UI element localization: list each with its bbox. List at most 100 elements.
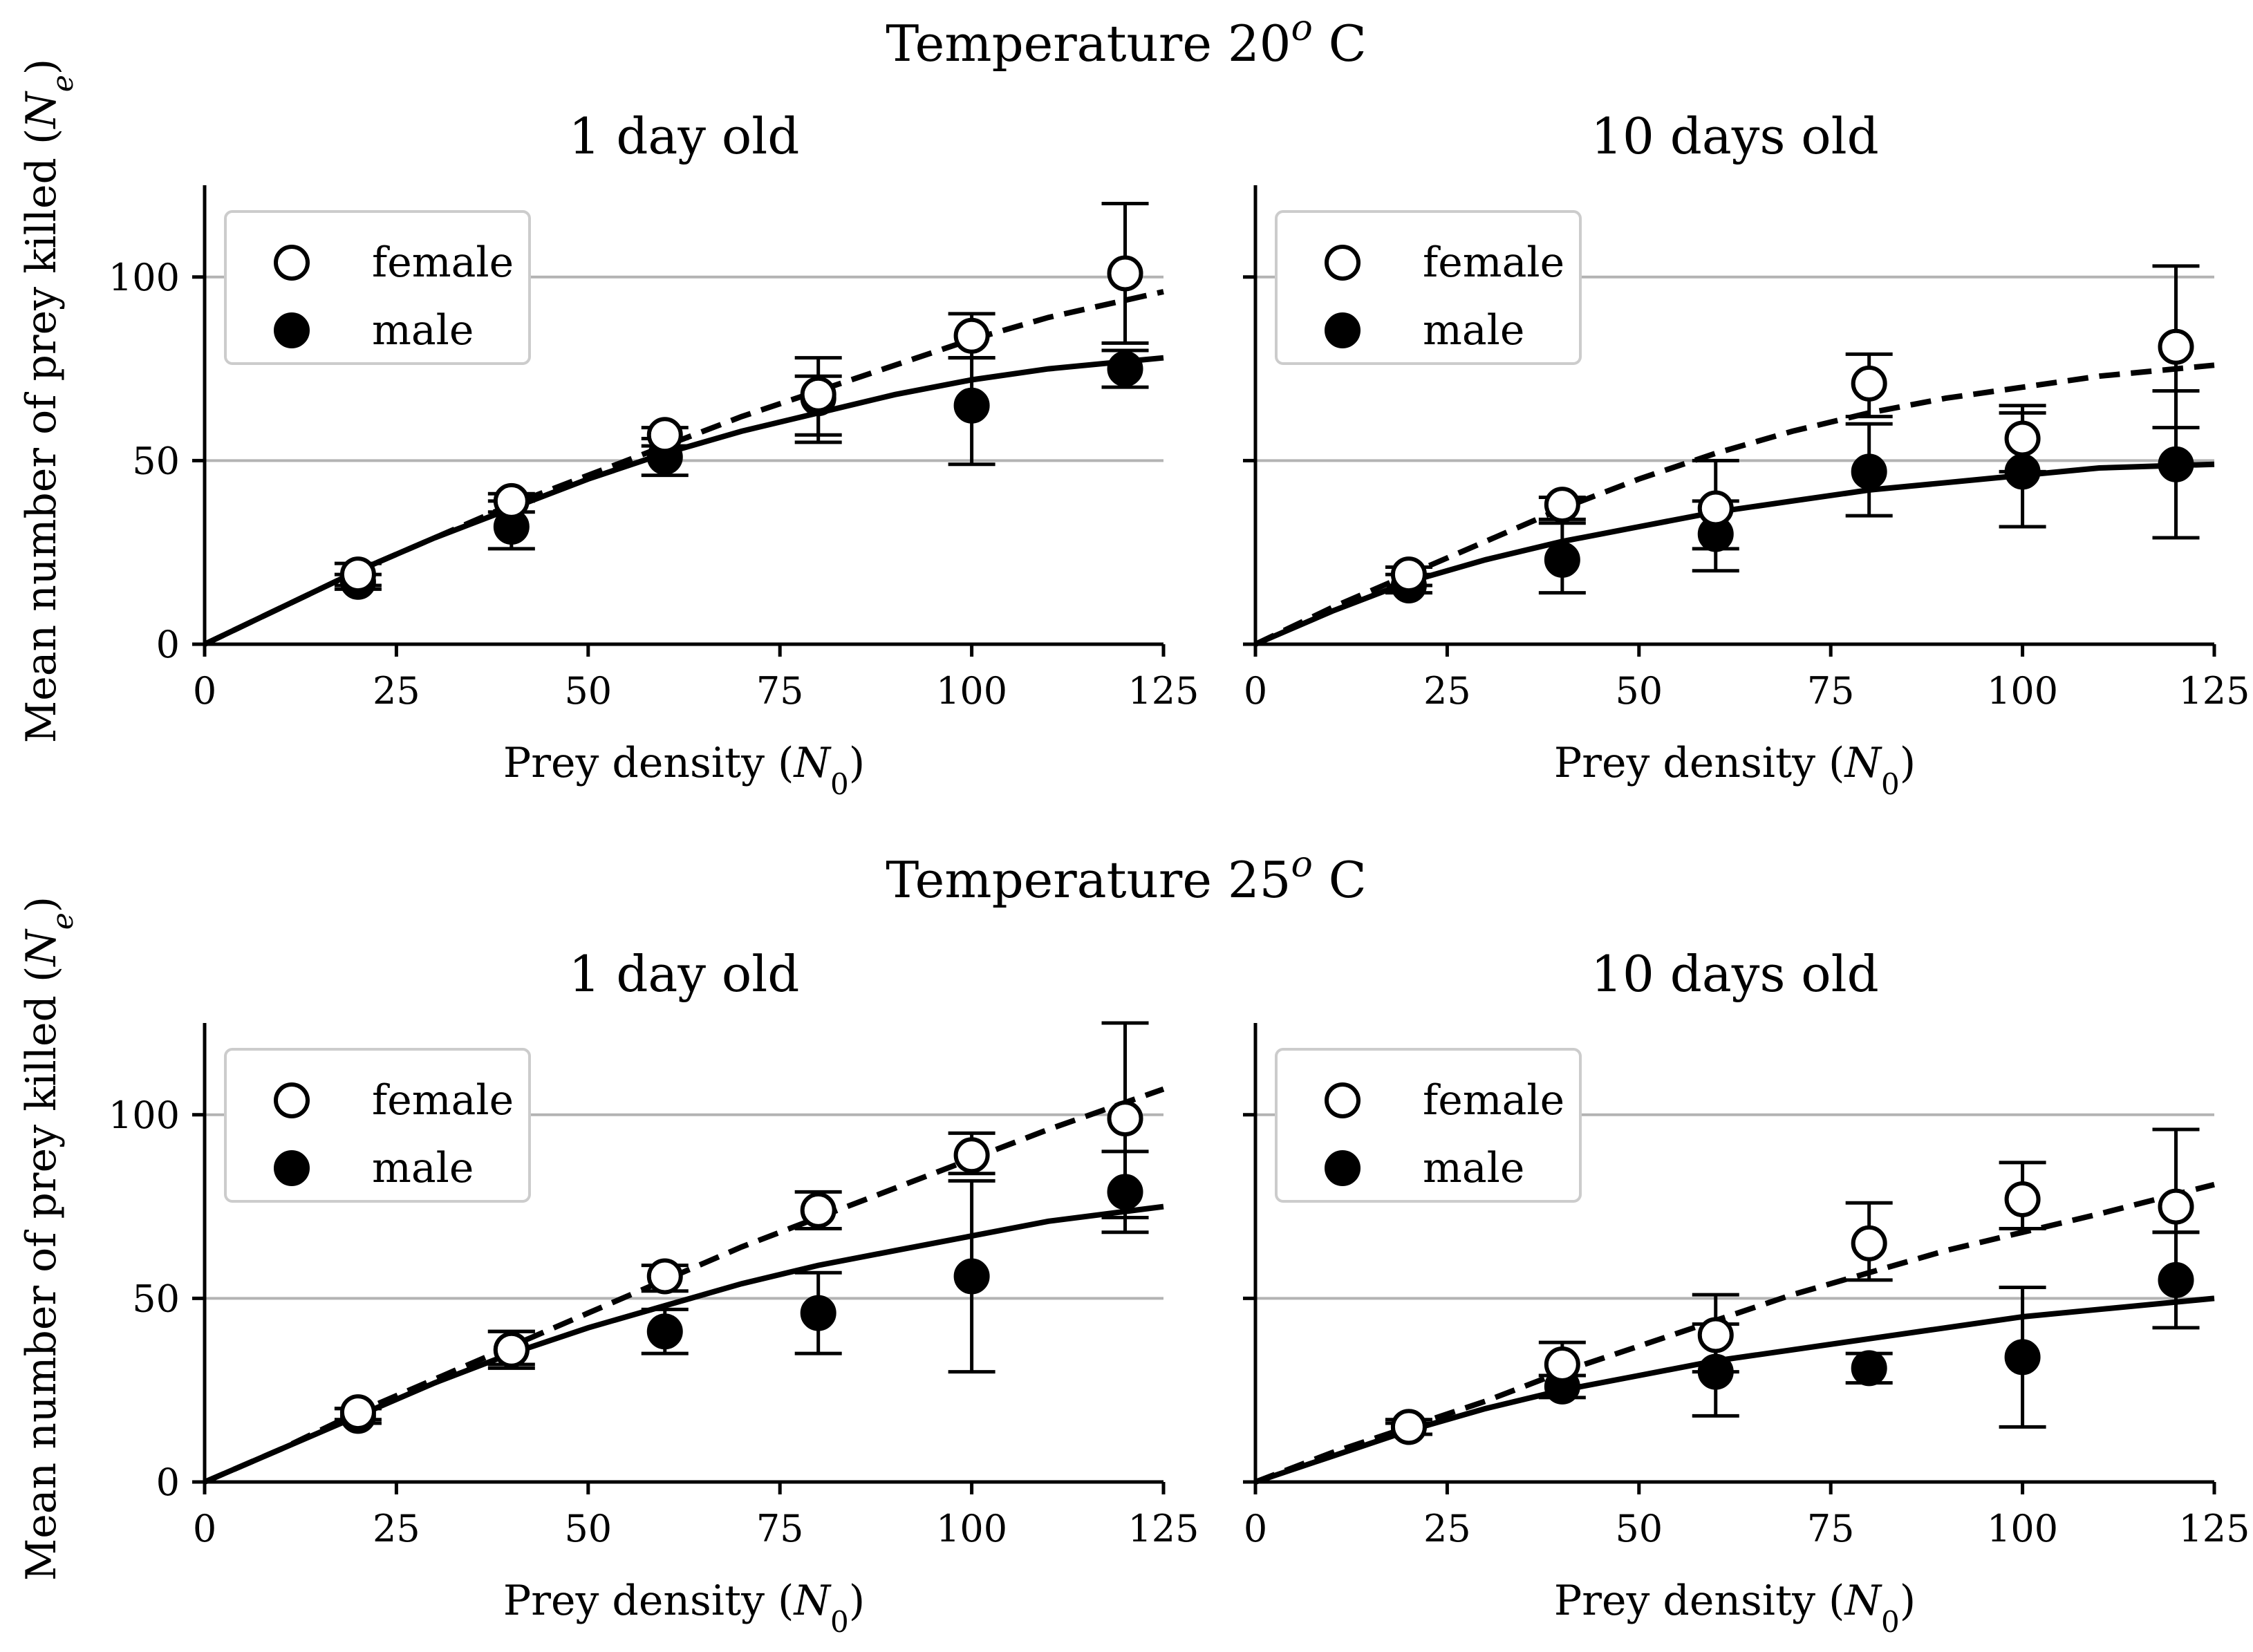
data-point-female — [646, 1258, 683, 1295]
data-point-male — [646, 1313, 683, 1350]
fit-curve-male — [203, 355, 1164, 647]
x-tick-label: 100 — [936, 669, 1007, 713]
x-axis-label-symbol: N — [792, 739, 832, 787]
x-axis-label: Prey density (N0) — [503, 739, 865, 801]
legend-marker-male — [274, 1150, 310, 1186]
x-axis-label-subscript: 0 — [830, 1605, 849, 1639]
legend-label-female: female — [372, 238, 514, 287]
x-tick-label: 25 — [373, 1507, 420, 1550]
data-point-female — [800, 1192, 836, 1228]
data-point-female — [2158, 328, 2194, 365]
x-tick-label: 25 — [1423, 669, 1471, 713]
y-axis-label: Mean number of prey killed (Ne) — [17, 59, 80, 743]
x-tick-label: 50 — [1615, 1507, 1663, 1550]
y-axis-label: Mean number of prey killed (Ne) — [17, 897, 80, 1581]
data-point-male — [2158, 1261, 2194, 1298]
x-axis-label-text: Prey density ( — [503, 739, 794, 787]
x-axis-label-symbol: N — [1843, 739, 1882, 787]
data-point-male — [953, 1258, 990, 1295]
x-tick-label: 125 — [1128, 669, 1199, 713]
data-point-female — [1390, 1409, 1427, 1445]
legend-label-male: male — [1423, 306, 1524, 355]
y-tick-label: 50 — [132, 1277, 180, 1320]
data-point-female — [1697, 1317, 1734, 1353]
row-title-1: Temperature 25o C — [886, 844, 1367, 909]
legend-label-female: female — [1423, 1076, 1564, 1125]
x-tick-label: 75 — [1807, 1507, 1855, 1550]
y-tick-label: 100 — [109, 256, 180, 299]
x-axis-label-text: Prey density ( — [1554, 739, 1845, 787]
fit-curve-male — [203, 1203, 1164, 1485]
x-axis-label: Prey density (N0) — [1554, 1577, 1916, 1639]
y-axis-label-text: Mean number of prey killed ( — [17, 129, 66, 744]
data-point-female — [1107, 255, 1143, 292]
x-tick-label: 125 — [1128, 1507, 1199, 1550]
legend-label-male: male — [1423, 1144, 1524, 1192]
x-axis-label-end: ) — [1900, 739, 1916, 787]
data-point-male — [953, 387, 990, 424]
x-tick-label: 25 — [373, 669, 420, 713]
legend-marker-male — [274, 312, 310, 348]
x-tick-label: 50 — [564, 669, 612, 713]
x-axis-label-subscript: 0 — [830, 767, 849, 801]
legend-marker-male — [1325, 312, 1361, 348]
data-point-male — [1697, 1353, 1734, 1390]
x-tick-label: 0 — [193, 669, 216, 713]
x-axis-label-subscript: 0 — [1881, 767, 1900, 801]
data-point-female — [953, 317, 990, 354]
legend-label-male: male — [372, 1144, 474, 1192]
legend-marker-female — [274, 1082, 310, 1118]
fit-curve-male — [1254, 1295, 2215, 1485]
data-point-male — [1107, 1174, 1143, 1210]
y-axis-label-text: Mean number of prey killed ( — [17, 966, 66, 1581]
panel-title: 10 days old — [1591, 945, 1879, 1003]
y-tick-label: 0 — [156, 623, 180, 666]
data-point-male — [2004, 1339, 2041, 1376]
y-axis-label-subscript: e — [46, 912, 80, 930]
legend-label-female: female — [1423, 238, 1564, 287]
y-axis-label-symbol: N — [17, 928, 66, 968]
x-tick-label: 50 — [1615, 669, 1663, 713]
data-point-male — [1544, 541, 1580, 578]
y-axis-label-end: ) — [17, 897, 66, 912]
panel-title: 1 day old — [569, 945, 800, 1003]
row-title-suffix: C — [1313, 851, 1367, 909]
fit-curve-female — [1254, 362, 2215, 647]
x-tick-label: 75 — [756, 1507, 804, 1550]
x-tick-label: 100 — [1987, 669, 2058, 713]
x-tick-label: 50 — [564, 1507, 612, 1550]
x-tick-label: 125 — [2178, 669, 2250, 713]
data-point-female — [339, 556, 376, 593]
x-tick-label: 75 — [756, 669, 804, 713]
x-tick-label: 0 — [1244, 669, 1267, 713]
data-point-male — [1107, 350, 1143, 387]
data-point-male — [1851, 453, 1887, 490]
x-tick-label: 75 — [1807, 669, 1855, 713]
x-axis-label-end: ) — [849, 739, 865, 787]
data-point-male — [1851, 1350, 1887, 1387]
data-point-male — [800, 1295, 836, 1331]
data-point-female — [1851, 365, 1887, 402]
data-point-female — [646, 417, 683, 453]
y-tick-label: 50 — [132, 439, 180, 482]
x-tick-label: 0 — [1244, 1507, 1267, 1550]
x-tick-label: 125 — [2178, 1507, 2250, 1550]
data-point-female — [1544, 1346, 1580, 1383]
x-axis-label: Prey density (N0) — [1554, 739, 1916, 801]
data-point-female — [2004, 420, 2041, 457]
legend-label-female: female — [372, 1076, 514, 1125]
legend-label-male: male — [372, 306, 474, 355]
x-axis-label-symbol: N — [1843, 1577, 1882, 1625]
x-axis-label-text: Prey density ( — [503, 1577, 794, 1625]
x-tick-label: 0 — [193, 1507, 216, 1550]
y-tick-label: 0 — [156, 1461, 180, 1504]
data-point-female — [1851, 1225, 1887, 1261]
x-axis-label-end: ) — [1900, 1577, 1916, 1625]
x-tick-label: 25 — [1423, 1507, 1471, 1550]
legend-marker-female — [1325, 1082, 1361, 1118]
panel-title: 10 days old — [1591, 107, 1879, 165]
data-point-female — [1544, 487, 1580, 523]
